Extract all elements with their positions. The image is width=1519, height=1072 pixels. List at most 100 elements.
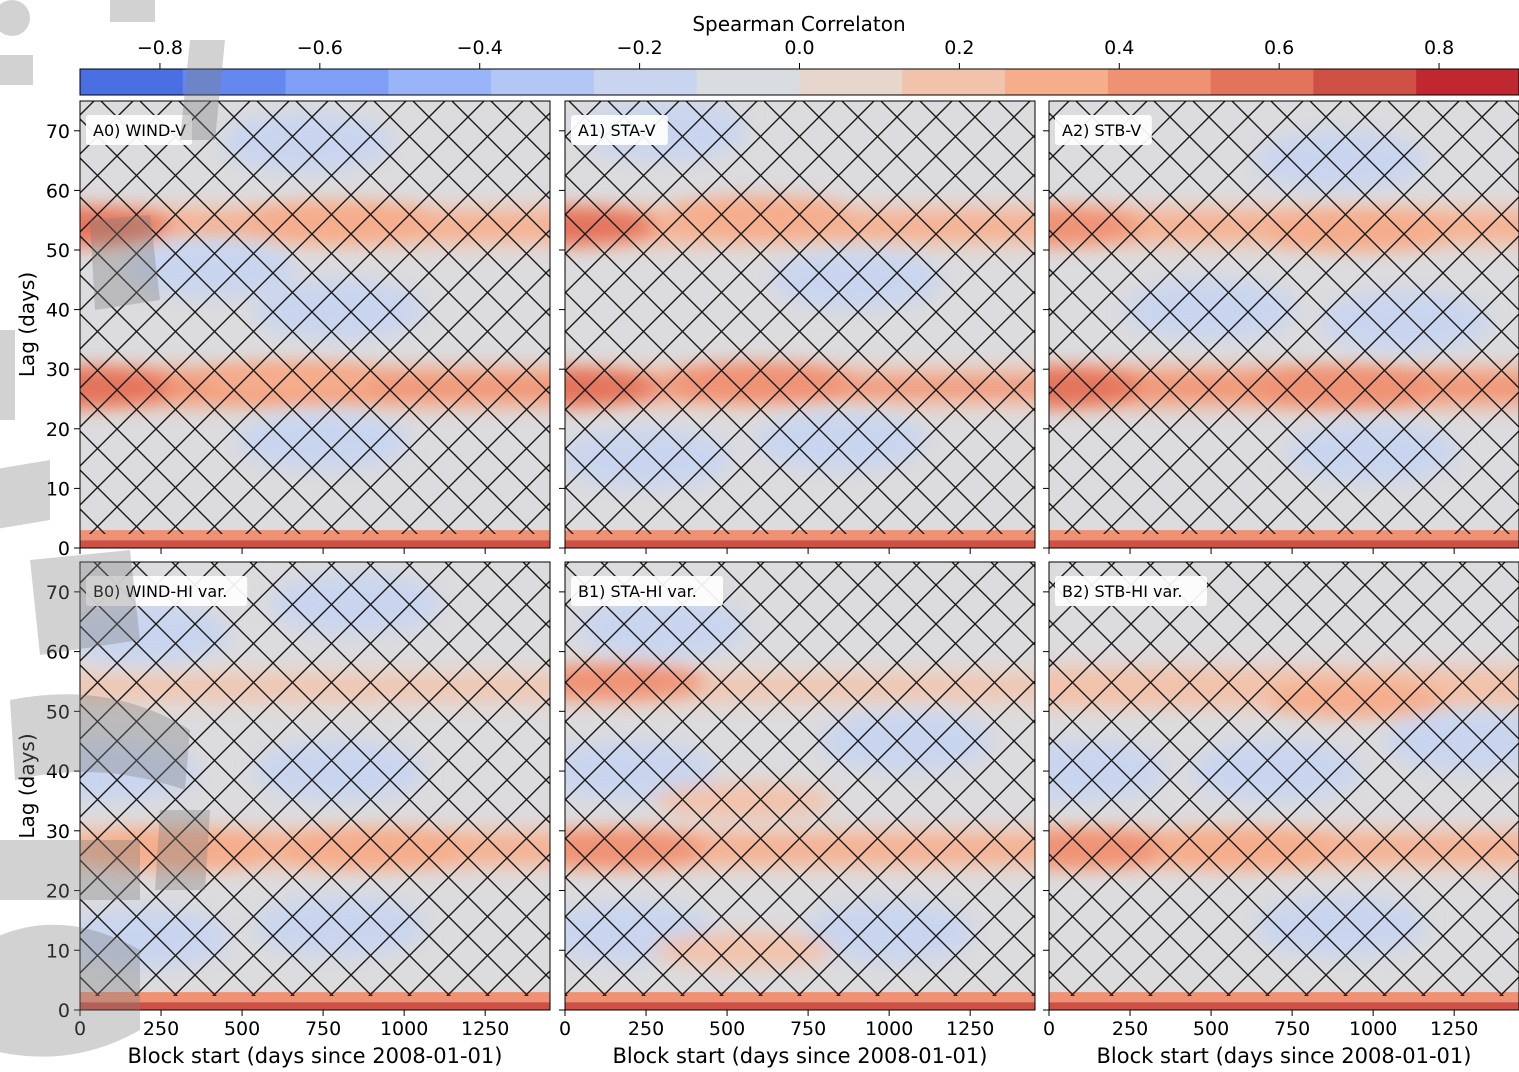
colorbar-tick-label: 0.0 — [784, 37, 814, 59]
significance-hatch — [80, 562, 550, 996]
y-tick-label: 20 — [46, 881, 70, 903]
zero-lag-band-core — [80, 1002, 550, 1010]
panel-frame — [564, 100, 1036, 549]
panel-label-box — [571, 576, 723, 606]
x-tick-label: 500 — [224, 1018, 260, 1040]
y-tick-label: 0 — [58, 1000, 70, 1022]
zero-lag-band — [565, 530, 1035, 541]
x-tick-label: 500 — [709, 1018, 745, 1040]
panel-frame — [1048, 100, 1519, 549]
x-tick-label: 1000 — [1349, 1018, 1397, 1040]
x-tick-label: 750 — [305, 1018, 341, 1040]
x-tick-label: 250 — [143, 1018, 179, 1040]
x-tick-label: 0 — [559, 1018, 571, 1040]
x-tick-label: 250 — [1112, 1018, 1148, 1040]
colorbar-tick-label: −0.2 — [617, 37, 663, 59]
y-tick-label: 70 — [46, 121, 70, 143]
x-tick-label: 750 — [1274, 1018, 1310, 1040]
colorbar-swatch — [80, 69, 184, 95]
colorbar-swatch — [799, 69, 903, 95]
x-tick-label: 1250 — [461, 1018, 509, 1040]
colorbar-title: Spearman Correlaton — [692, 12, 905, 36]
panel-frame — [564, 561, 1036, 1011]
y-tick-label: 70 — [46, 582, 70, 604]
y-axis-label: Lag (days) — [15, 733, 39, 838]
zero-lag-band-core — [80, 540, 550, 548]
x-axis-label: Block start (days since 2008-01-01) — [613, 1044, 988, 1068]
zero-lag-band — [80, 530, 550, 541]
y-tick-label: 30 — [46, 821, 70, 843]
y-tick-label: 20 — [46, 419, 70, 441]
zero-lag-band-core — [1049, 1002, 1519, 1010]
zero-lag-band — [1049, 530, 1519, 541]
zero-lag-band — [1049, 992, 1519, 1003]
colorbar-tick-label: −0.6 — [297, 37, 343, 59]
panel-label-box — [1055, 576, 1207, 606]
x-tick-label: 1000 — [865, 1018, 913, 1040]
colorbar-swatch — [1107, 69, 1212, 95]
y-tick-label: 60 — [46, 180, 70, 202]
x-tick-label: 0 — [74, 1018, 86, 1040]
panel-frame — [1048, 561, 1519, 1011]
panels: A0) WIND-V 0 10 20 30 40 50 60 70 A1) STA-V A2) ST… — [46, 100, 1519, 1040]
colorbar-tick-label: 0.2 — [944, 37, 974, 59]
panel: B1) STA-HI var. 0 250 500 750 1000 1250 — [559, 561, 1036, 1040]
panel-label: A2) STB-V — [1062, 121, 1141, 140]
colorbar-swatch — [1313, 69, 1417, 95]
x-tick-label: 1000 — [380, 1018, 428, 1040]
colorbar-swatch — [182, 69, 287, 95]
y-tick-label: 30 — [46, 359, 70, 381]
panel-label: A0) WIND-V — [93, 121, 186, 140]
y-tick-label: 50 — [46, 701, 70, 723]
colorbar-tick-label: 0.4 — [1104, 37, 1134, 59]
colorbar-swatch — [902, 69, 1006, 95]
panel-label-box — [86, 115, 192, 145]
y-tick-label: 10 — [46, 478, 70, 500]
significance-hatch — [565, 562, 1035, 996]
y-tick-label: 40 — [46, 761, 70, 783]
zero-lag-band-core — [565, 1002, 1035, 1010]
colorbar-swatch — [1210, 69, 1314, 95]
panel-frame — [79, 561, 551, 1011]
x-tick-label: 250 — [628, 1018, 664, 1040]
panel: A1) STA-V — [559, 100, 1036, 554]
colorbar: −0.8 −0.6 −0.4 −0.2 0.0 0.2 0.4 0.6 0.8 — [79, 37, 1519, 96]
panel-label: B1) STA-HI var. — [578, 582, 697, 601]
colorbar-swatch — [1416, 69, 1519, 95]
zero-lag-band-core — [1049, 540, 1519, 548]
zero-lag-band — [80, 992, 550, 1003]
significance-hatch — [1049, 562, 1519, 996]
panel-label-box — [86, 576, 248, 606]
panel: A0) WIND-V 0 10 20 30 40 50 60 70 — [46, 100, 551, 560]
x-axis-label: Block start (days since 2008-01-01) — [1097, 1044, 1472, 1068]
significance-hatch — [1049, 101, 1519, 534]
panel-frame — [79, 100, 551, 549]
panel: B2) STB-HI var. 0 250 500 750 1000 1250 — [1043, 561, 1519, 1040]
y-tick-label: 10 — [46, 940, 70, 962]
x-tick-label: 0 — [1043, 1018, 1055, 1040]
x-tick-label: 500 — [1193, 1018, 1229, 1040]
colorbar-tick-label: −0.4 — [457, 37, 503, 59]
panel-label: B2) STB-HI var. — [1062, 582, 1182, 601]
significance-hatch — [565, 101, 1035, 534]
axis-labels: Lag (days) Lag (days) Block start (days si… — [15, 272, 1471, 1068]
panel-label: A1) STA-V — [578, 121, 656, 140]
zero-lag-band — [565, 992, 1035, 1003]
y-tick-label: 50 — [46, 240, 70, 262]
x-tick-label: 1250 — [946, 1018, 994, 1040]
panel-label: B0) WIND-HI var. — [93, 582, 227, 601]
colorbar-swatch — [593, 69, 698, 95]
colorbar-swatch — [1005, 69, 1109, 95]
x-axis-label: Block start (days since 2008-01-01) — [128, 1044, 503, 1068]
y-tick-label: 0 — [58, 538, 70, 560]
panel-label-box — [571, 115, 668, 145]
panel-label-box — [1055, 115, 1152, 145]
colorbar-swatch — [696, 69, 800, 95]
y-tick-label: 60 — [46, 642, 70, 664]
panel: B0) WIND-HI var. 0 10 20 30 40 50 60 70 0 250 500 75… — [46, 561, 551, 1040]
colorbar-tick-label: −0.8 — [137, 37, 183, 59]
panel: A2) STB-V — [1043, 100, 1519, 554]
colorbar-swatch — [285, 69, 389, 95]
colorbar-swatch — [491, 69, 595, 95]
